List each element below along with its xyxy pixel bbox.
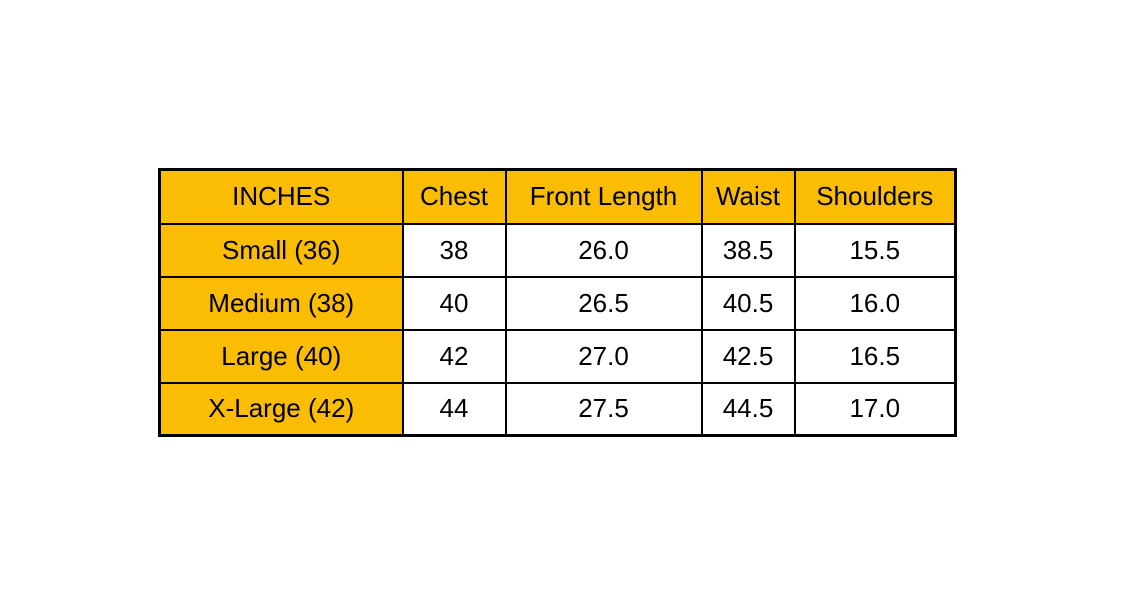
table-cell-x-large-waist: 44.5 [700,381,796,437]
table-cell-x-large-chest: 44 [401,381,507,437]
header-cell-shoulders: Shoulders [793,168,957,225]
row-label-large: Large (40) [158,328,404,384]
header-cell-inches: INCHES [158,168,404,225]
table-cell-small-waist: 38.5 [700,222,796,278]
header-cell-chest: Chest [401,168,507,225]
table-row-small: Small (36) 38 26.0 38.5 15.5 [158,222,957,278]
table-cell-medium-waist: 40.5 [700,275,796,331]
table-cell-x-large-front-length: 27.5 [504,381,703,437]
table-cell-large-shoulders: 16.5 [793,328,957,384]
table-row-medium: Medium (38) 40 26.5 40.5 16.0 [158,275,957,331]
table-cell-medium-shoulders: 16.0 [793,275,957,331]
table-cell-small-front-length: 26.0 [504,222,703,278]
table-row-x-large: X-Large (42) 44 27.5 44.5 17.0 [158,381,957,437]
header-cell-waist: Waist [700,168,796,225]
header-cell-front-length: Front Length [504,168,703,225]
table-cell-large-waist: 42.5 [700,328,796,384]
row-label-medium: Medium (38) [158,275,404,331]
table-row-large: Large (40) 42 27.0 42.5 16.5 [158,328,957,384]
table-cell-large-chest: 42 [401,328,507,384]
table-cell-medium-front-length: 26.5 [504,275,703,331]
table-cell-medium-chest: 40 [401,275,507,331]
row-label-small: Small (36) [158,222,404,278]
table-cell-large-front-length: 27.0 [504,328,703,384]
row-label-x-large: X-Large (42) [158,381,404,437]
size-chart-table: INCHES Chest Front Length Waist Shoulder… [158,168,957,437]
table-cell-small-shoulders: 15.5 [793,222,957,278]
table-header-row: INCHES Chest Front Length Waist Shoulder… [158,168,957,225]
table-cell-x-large-shoulders: 17.0 [793,381,957,437]
table-cell-small-chest: 38 [401,222,507,278]
